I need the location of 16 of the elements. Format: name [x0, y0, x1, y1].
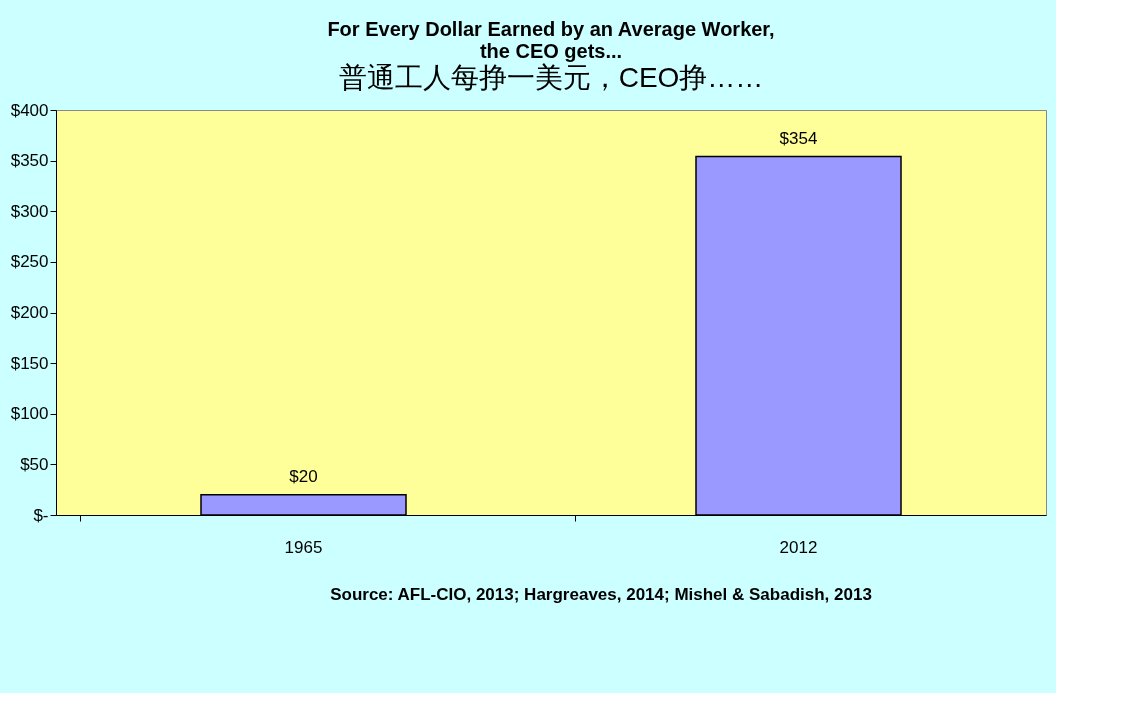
- y-tick-label: $350: [10, 151, 49, 171]
- x-tick-label: 2012: [779, 537, 818, 557]
- x-tick-label: 1965: [284, 537, 323, 557]
- chart-title: For Every Dollar Earned by an Average Worker, the CEO gets...: [327, 18, 775, 62]
- data-label: $20: [289, 466, 318, 486]
- data-label: $354: [779, 128, 818, 148]
- y-tick-label: $250: [10, 252, 49, 272]
- y-tick-label: $-: [33, 505, 49, 525]
- y-tick-label: $150: [10, 353, 49, 373]
- y-tick-label: $300: [10, 201, 49, 221]
- y-tick-label: $50: [20, 454, 49, 474]
- y-tick-label: $100: [10, 404, 49, 424]
- chart-subtitle: 普通工人每挣一美元，CEO挣……: [338, 62, 764, 93]
- y-tick-label: $200: [10, 303, 49, 322]
- y-tick-label: $400: [10, 100, 49, 120]
- source-note: Source: AFL-CIO, 2013; Hargreaves, 2014; Mishel & Sabadish, 2013: [330, 585, 872, 604]
